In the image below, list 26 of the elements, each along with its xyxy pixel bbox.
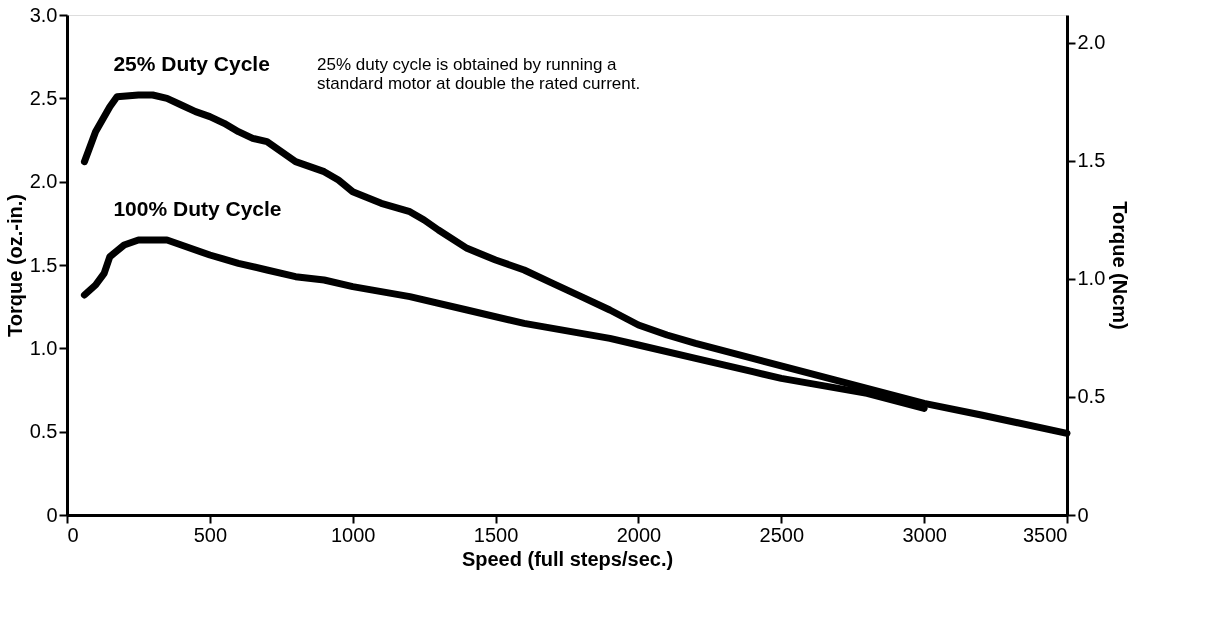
y-tick-label: 0.5 (29, 420, 58, 443)
y-tick-label: 0 (46, 503, 58, 526)
y2-tick-label: 2.0 (1077, 31, 1106, 54)
x-tick-label: 1000 (330, 523, 376, 546)
series-label: 25% Duty Cycle (113, 52, 270, 75)
annotation: 25% duty cycle is obtained by running a standard motor at double the rated current. (317, 55, 641, 93)
y2-tick-label: 1.5 (1077, 149, 1106, 172)
y2-tick-label: 0.5 (1077, 385, 1106, 408)
y-tick-label: 1.5 (29, 253, 58, 276)
x-tick-label: 2500 (759, 523, 805, 546)
y-tick-label: 1.0 (29, 336, 58, 359)
x-tick-label: 3500 (1023, 523, 1068, 546)
y-axis-title: Torque (oz.-in.) (3, 194, 26, 337)
x-tick-label: 2000 (616, 523, 662, 546)
x-tick-label: 3000 (902, 523, 947, 546)
y2-axis-title: Torque (Ncm) (1109, 201, 1132, 330)
y2-tick-label: 0 (1077, 503, 1089, 526)
y2-tick-label: 1.0 (1077, 267, 1106, 290)
x-axis-title: Speed (full steps/sec.) (461, 547, 674, 570)
y-tick-label: 3.0 (29, 3, 58, 26)
y-tick-label: 2.5 (29, 86, 58, 109)
y-tick-label: 2.0 (29, 170, 58, 193)
x-tick-label: 1500 (473, 523, 519, 546)
x-tick-label: 0 (67, 523, 79, 546)
x-tick-label: 500 (193, 523, 228, 546)
series-label: 100% Duty Cycle (113, 197, 282, 220)
